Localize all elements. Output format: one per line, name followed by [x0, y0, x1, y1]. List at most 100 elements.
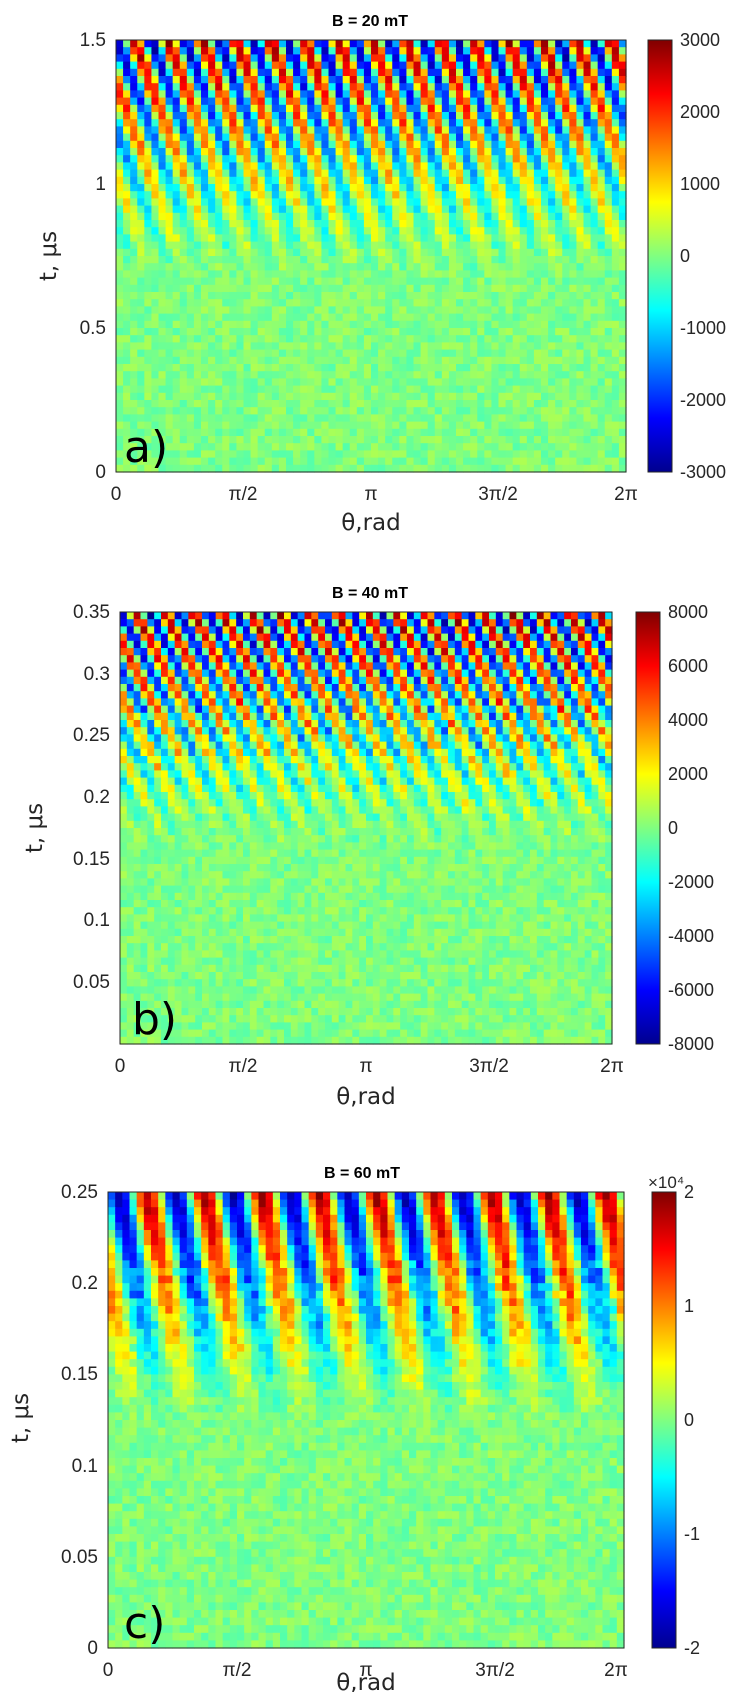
- heatmap-cell: [618, 320, 627, 329]
- heatmap-cell: [321, 364, 330, 372]
- heatmap-cell: [158, 76, 167, 84]
- heatmap-cell: [363, 90, 372, 99]
- heatmap-cell: [512, 212, 521, 221]
- heatmap-cell: [290, 640, 299, 649]
- heatmap-cell: [441, 54, 450, 63]
- heatmap-cell: [116, 364, 124, 372]
- heatmap-cell: [236, 212, 245, 221]
- heatmap-cell: [222, 162, 230, 171]
- heatmap-cell: [257, 119, 266, 127]
- heatmap-cell: [555, 47, 563, 55]
- heatmap-cell: [413, 407, 422, 415]
- heatmap-cell: [441, 227, 450, 235]
- heatmap-cell: [498, 184, 507, 192]
- heatmap-cell: [541, 191, 549, 199]
- heatmap-cell: [236, 90, 245, 99]
- heatmap-cell: [583, 284, 592, 293]
- heatmap-cell: [172, 61, 181, 70]
- heatmap-cell: [519, 76, 528, 84]
- heatmap-cell: [604, 47, 613, 55]
- heatmap-cell: [243, 400, 252, 408]
- heatmap-cell: [555, 284, 563, 293]
- heatmap-cell: [208, 212, 216, 221]
- heatmap-cell: [130, 248, 138, 257]
- heatmap-cell: [151, 428, 160, 437]
- heatmap-cell: [484, 148, 493, 156]
- heatmap-cell: [321, 148, 330, 156]
- heatmap-cell: [555, 436, 563, 444]
- heatmap-cell: [201, 328, 209, 336]
- heatmap-cell: [441, 140, 450, 149]
- heatmap-cell: [158, 83, 167, 91]
- heatmap-cell: [349, 256, 358, 264]
- heatmap-cell: [519, 83, 528, 91]
- heatmap-cell: [278, 54, 287, 63]
- heatmap-cell: [172, 407, 181, 415]
- heatmap-cell: [519, 263, 528, 271]
- heatmap-cell: [345, 669, 353, 678]
- heatmap-cell: [591, 655, 599, 663]
- heatmap-cell: [236, 364, 245, 372]
- heatmap-cell: [541, 385, 549, 394]
- heatmap-cell: [491, 162, 500, 171]
- heatmap-cell: [257, 328, 266, 336]
- heatmap-cell: [236, 457, 245, 466]
- heatmap-cell: [236, 407, 245, 415]
- heatmap-cell: [165, 184, 174, 192]
- heatmap-cell: [420, 68, 429, 77]
- heatmap-cell: [222, 378, 230, 387]
- heatmap-cell: [456, 464, 464, 473]
- heatmap-cell: [484, 457, 493, 466]
- heatmap-cell: [463, 385, 471, 394]
- heatmap-cell: [604, 392, 613, 401]
- heatmap-cell: [193, 126, 202, 135]
- heatmap-cell: [526, 371, 535, 379]
- heatmap-cell: [392, 126, 400, 135]
- heatmap-cell: [165, 378, 174, 387]
- heatmap-cell: [236, 270, 245, 279]
- heatmap-cell: [484, 450, 493, 459]
- heatmap-cell: [201, 184, 209, 192]
- heatmap-cell: [399, 119, 408, 127]
- heatmap-cell: [342, 450, 351, 459]
- heatmap-cell: [293, 457, 301, 466]
- heatmap-cell: [321, 256, 330, 264]
- heatmap-cell: [307, 450, 315, 459]
- heatmap-cell: [278, 155, 287, 163]
- heatmap-cell: [434, 112, 443, 120]
- heatmap-cell: [263, 612, 271, 620]
- heatmap-cell: [591, 669, 599, 678]
- heatmap-cell: [278, 443, 287, 451]
- heatmap-cell: [618, 342, 627, 351]
- heatmap-cell: [158, 169, 167, 178]
- heatmap-cell: [611, 407, 620, 415]
- heatmap-cell: [392, 436, 400, 444]
- heatmap-cell: [470, 385, 478, 394]
- heatmap-cell: [151, 407, 160, 415]
- heatmap-cell: [257, 76, 266, 84]
- heatmap-cell: [371, 277, 379, 286]
- heatmap-cell: [300, 169, 308, 178]
- heatmap-cell: [201, 191, 209, 199]
- heatmap-cell: [116, 292, 124, 300]
- heatmap-cell: [420, 126, 429, 135]
- heatmap-cell: [286, 133, 294, 142]
- heatmap-cell: [448, 155, 457, 163]
- heatmap-cell: [583, 191, 592, 199]
- heatmap-cell: [116, 378, 124, 387]
- heatmap-cell: [399, 356, 408, 365]
- heatmap-cell: [533, 335, 542, 343]
- heatmap-cell: [491, 140, 500, 149]
- heatmap-cell: [356, 378, 365, 387]
- heatmap-cell: [420, 97, 429, 106]
- heatmap-cell: [470, 184, 478, 192]
- heatmap-cell: [144, 385, 153, 394]
- heatmap-cell: [243, 248, 252, 257]
- heatmap-cell: [116, 371, 124, 379]
- heatmap-cell: [399, 392, 408, 401]
- heatmap-cell: [300, 112, 308, 120]
- heatmap-cell: [491, 342, 500, 351]
- heatmap-cell: [491, 371, 500, 379]
- heatmap-cell: [130, 328, 138, 336]
- heatmap-cell: [484, 155, 493, 163]
